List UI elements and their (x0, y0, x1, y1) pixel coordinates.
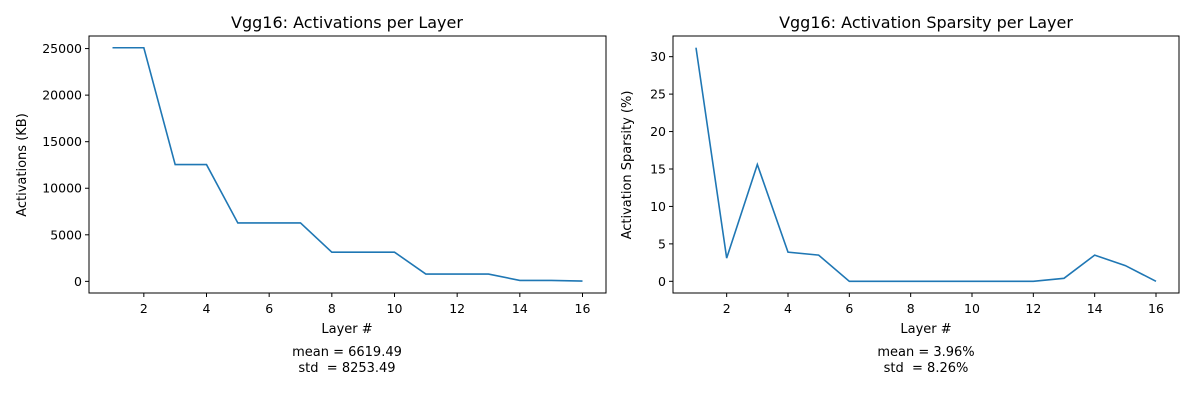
stat-std: std = 8253.49 (298, 361, 395, 376)
x-tick-label: 4 (203, 301, 211, 316)
plot-frame (672, 35, 1180, 294)
x-tick-label: 12 (1025, 301, 1041, 316)
y-tick-label: 5000 (50, 227, 82, 242)
y-tick-label: 25 (650, 87, 666, 102)
y-axis-label: Activation Sparsity (%) (620, 91, 635, 240)
x-tick-label: 2 (723, 301, 731, 316)
series-line (112, 46, 583, 282)
stat-std: std = 8.26% (884, 361, 969, 376)
plot-frame (88, 35, 607, 294)
x-axis-label: Layer # (321, 322, 372, 337)
x-axis-label: Layer # (900, 322, 951, 337)
x-tick-label: 10 (964, 301, 980, 316)
chart-sparsity: Vgg16: Activation Sparsity per Layer 0 5 1… (620, 13, 1180, 376)
x-tick-label: 8 (907, 301, 915, 316)
chart-activations: Vgg16: Activations per Layer 0 5000 10000 1… (15, 13, 607, 376)
x-tick-label: 12 (449, 301, 465, 316)
x-tick-label: 16 (575, 301, 591, 316)
x-tick-label: 2 (140, 301, 148, 316)
chart-title: Vgg16: Activation Sparsity per Layer (779, 13, 1073, 32)
y-tick-label: 15 (650, 161, 666, 176)
x-tick-label: 8 (328, 301, 336, 316)
y-tick-label: 5 (658, 236, 666, 251)
y-tick-label: 20 (650, 124, 666, 139)
x-tick-label: 14 (512, 301, 528, 316)
y-tick-label: 25000 (42, 41, 82, 56)
y-tick-label: 15000 (42, 134, 82, 149)
stat-mean: mean = 6619.49 (292, 345, 402, 360)
series-line (695, 47, 1157, 283)
y-tick-label: 30 (650, 49, 666, 64)
x-tick-label: 16 (1148, 301, 1164, 316)
x-tick-label: 4 (784, 301, 792, 316)
chart-title: Vgg16: Activations per Layer (231, 13, 463, 32)
y-tick-label: 10000 (42, 181, 82, 196)
x-tick-label: 14 (1087, 301, 1103, 316)
x-tick-label: 10 (387, 301, 403, 316)
y-tick-label: 10 (650, 199, 666, 214)
y-axis: 0 5000 10000 15000 20000 25000 (42, 41, 89, 289)
x-axis: 2 4 6 8 10 12 14 16 (723, 293, 1164, 316)
y-tick-label: 0 (658, 274, 666, 289)
x-tick-label: 6 (845, 301, 853, 316)
x-tick-label: 6 (265, 301, 273, 316)
y-tick-label: 0 (74, 274, 82, 289)
y-tick-label: 20000 (42, 88, 82, 103)
y-axis: 0 5 10 15 20 25 30 (650, 49, 673, 289)
stat-mean: mean = 3.96% (877, 345, 974, 360)
x-axis: 2 4 6 8 10 12 14 16 (140, 293, 591, 316)
y-axis-label: Activations (KB) (15, 113, 30, 217)
